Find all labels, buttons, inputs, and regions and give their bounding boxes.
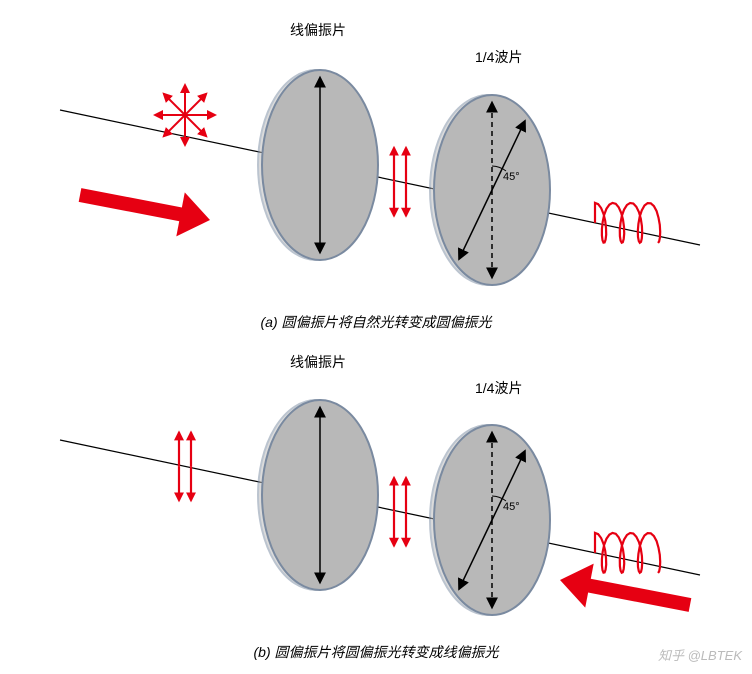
label-waveplate-b: 1/4波片	[475, 378, 522, 398]
caption-a: (a) 圆偏振片将自然光转变成圆偏振光	[0, 312, 752, 332]
label-waveplate-a: 1/4波片	[475, 47, 522, 67]
caption-b: (b) 圆偏振片将圆偏振光转变成线偏振光	[0, 642, 752, 662]
svg-text:45°: 45°	[503, 501, 520, 513]
svg-text:45°: 45°	[503, 171, 520, 183]
diagram-svg: 45° 45°	[0, 0, 752, 674]
label-polarizer-b: 线偏振片	[290, 352, 346, 372]
label-polarizer-a: 线偏振片	[290, 20, 346, 40]
watermark: 知乎 @LBTEK	[658, 645, 742, 664]
